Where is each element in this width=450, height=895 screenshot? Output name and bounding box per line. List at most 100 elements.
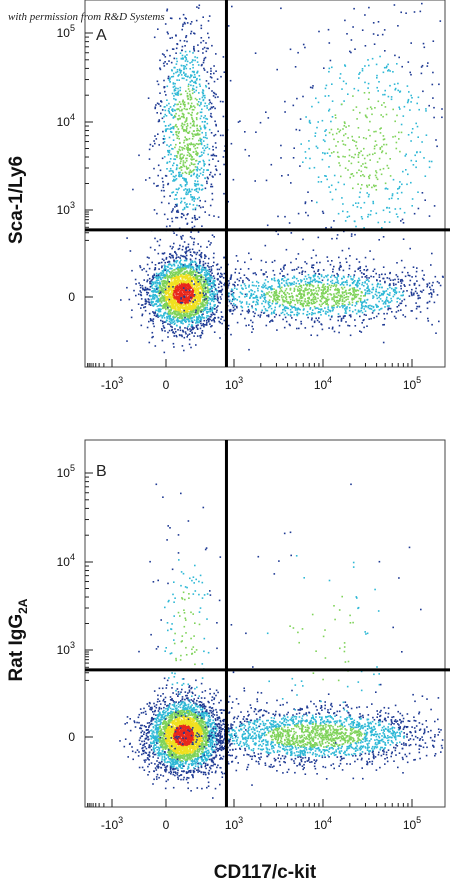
event-dot bbox=[187, 97, 190, 100]
event-dot bbox=[144, 309, 147, 312]
event-dot bbox=[193, 163, 196, 166]
event-dot bbox=[308, 276, 310, 279]
event-dot bbox=[164, 129, 167, 132]
event-dot bbox=[197, 50, 200, 52]
event-dot bbox=[193, 283, 195, 285]
event-dot bbox=[196, 112, 199, 114]
event-dot bbox=[196, 276, 199, 279]
event-dot bbox=[208, 320, 210, 323]
event-dot bbox=[193, 200, 195, 202]
event-dot bbox=[205, 270, 208, 273]
event-dot bbox=[282, 300, 285, 303]
event-dot bbox=[367, 305, 370, 307]
event-dot bbox=[273, 295, 276, 297]
event-dot bbox=[182, 160, 185, 162]
event-dot bbox=[435, 332, 437, 334]
event-dot bbox=[163, 300, 165, 302]
event-dot bbox=[251, 294, 253, 296]
event-dot bbox=[365, 314, 367, 316]
event-dot bbox=[179, 86, 182, 89]
event-dot bbox=[193, 189, 196, 191]
event-dot bbox=[278, 283, 281, 286]
event-dot bbox=[165, 115, 168, 117]
event-dot bbox=[206, 107, 208, 109]
event-dot bbox=[196, 125, 198, 127]
event-dot bbox=[163, 195, 166, 198]
event-dot bbox=[175, 57, 178, 60]
event-dot bbox=[359, 310, 361, 313]
event-dot bbox=[211, 297, 213, 300]
event-dot bbox=[155, 279, 158, 282]
event-dot bbox=[170, 308, 172, 311]
event-dot bbox=[154, 249, 156, 251]
event-dot bbox=[217, 301, 220, 304]
event-dot bbox=[150, 318, 152, 321]
event-dot bbox=[206, 302, 208, 305]
event-dot bbox=[194, 278, 197, 281]
event-dot bbox=[201, 286, 204, 289]
event-dot bbox=[183, 101, 186, 103]
event-dot bbox=[276, 294, 278, 296]
event-dot bbox=[199, 335, 201, 337]
event-dot bbox=[213, 80, 216, 83]
event-dot bbox=[370, 305, 373, 307]
event-dot bbox=[275, 299, 277, 302]
event-dot bbox=[186, 311, 189, 313]
event-dot bbox=[263, 286, 266, 288]
event-dot bbox=[205, 84, 207, 87]
event-dot bbox=[186, 143, 189, 146]
event-dot bbox=[247, 278, 249, 280]
event-dot bbox=[133, 289, 135, 292]
event-dot bbox=[197, 44, 199, 46]
event-dot bbox=[191, 138, 194, 140]
event-dot bbox=[209, 270, 212, 273]
event-dot bbox=[190, 106, 192, 108]
event-dot bbox=[165, 258, 168, 260]
event-dot bbox=[270, 320, 272, 322]
event-dot bbox=[192, 243, 195, 246]
event-dot bbox=[168, 170, 171, 172]
event-dot bbox=[179, 280, 182, 282]
event-dot bbox=[341, 305, 343, 307]
event-dot bbox=[202, 324, 204, 326]
event-dot bbox=[188, 295, 190, 298]
event-dot bbox=[187, 316, 189, 318]
event-dot bbox=[190, 21, 193, 23]
event-dot bbox=[207, 177, 209, 180]
event-dot bbox=[326, 296, 329, 298]
event-dot bbox=[145, 288, 147, 291]
event-dot bbox=[250, 295, 253, 297]
event-dot bbox=[167, 336, 169, 338]
event-dot bbox=[338, 291, 340, 293]
event-dot bbox=[192, 130, 195, 132]
event-dot bbox=[164, 113, 166, 116]
event-dot bbox=[329, 310, 332, 313]
event-dot bbox=[191, 304, 194, 307]
event-dot bbox=[169, 37, 171, 39]
event-dot bbox=[188, 287, 190, 290]
event-dot bbox=[202, 268, 204, 271]
event-dot bbox=[172, 175, 175, 178]
event-dot bbox=[187, 307, 189, 309]
event-dot bbox=[304, 289, 306, 291]
event-dot bbox=[198, 291, 200, 294]
event-dot bbox=[217, 160, 220, 162]
event-dot bbox=[171, 209, 174, 212]
event-dot bbox=[148, 298, 150, 301]
event-dot bbox=[176, 279, 178, 282]
event-dot bbox=[197, 318, 200, 321]
event-dot bbox=[326, 283, 329, 285]
event-dot bbox=[329, 318, 332, 321]
event-dot bbox=[161, 291, 164, 294]
event-dot bbox=[266, 276, 268, 278]
event-dot bbox=[210, 112, 212, 115]
event-dot bbox=[195, 268, 198, 271]
event-dot bbox=[185, 57, 187, 59]
event-dot bbox=[283, 275, 285, 277]
event-dot bbox=[184, 180, 187, 182]
event-dot bbox=[169, 286, 172, 289]
event-dot bbox=[177, 108, 179, 110]
event-dot bbox=[202, 313, 204, 315]
event-dot bbox=[304, 261, 306, 263]
event-dot bbox=[153, 297, 156, 299]
